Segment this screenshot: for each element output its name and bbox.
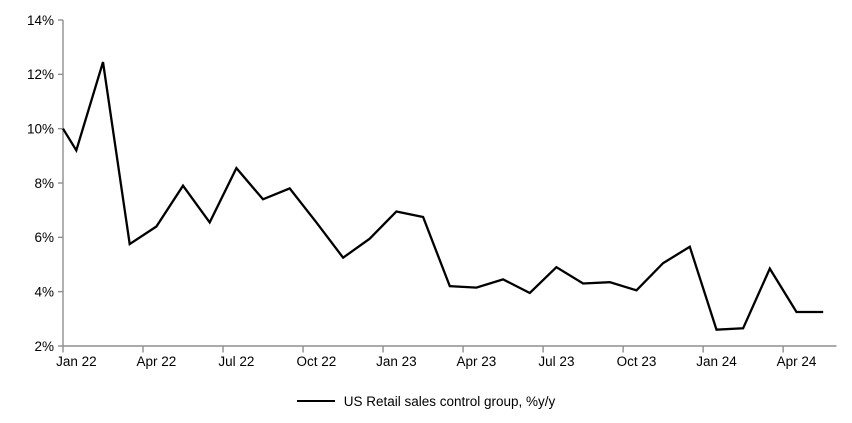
chart-legend: US Retail sales control group, %y/y [0,392,852,410]
x-tick-label: Jul 22 [218,354,254,369]
y-tick-label: 14% [27,13,54,28]
y-tick-label: 4% [34,284,54,299]
y-tick-label: 12% [27,67,54,82]
x-tick-label: Oct 22 [296,354,336,369]
line-chart-plot: 2% 4% 6% 8% 10% 12% 14% Jan 22 Apr 22 Jul 22 Oct 2… [27,13,837,369]
x-tick-label: Apr 23 [457,354,497,369]
legend-label: US Retail sales control group, %y/y [343,393,556,409]
legend-line-sample [296,400,335,402]
y-tick-label: 6% [34,230,54,245]
x-tick-label: Jul 23 [538,354,574,369]
x-tick-label: Jan 24 [696,354,737,369]
x-tick-label: Apr 24 [777,354,817,369]
y-tick-label: 10% [27,121,54,136]
x-tick-label: Apr 22 [136,354,176,369]
x-tick-label: Jan 23 [376,354,417,369]
y-tick-label: 8% [34,176,54,191]
data-line-series [62,61,824,331]
x-tick-label: Jan 22 [56,354,97,369]
y-tick-label: 2% [34,339,54,354]
x-tick-label: Oct 23 [617,354,657,369]
